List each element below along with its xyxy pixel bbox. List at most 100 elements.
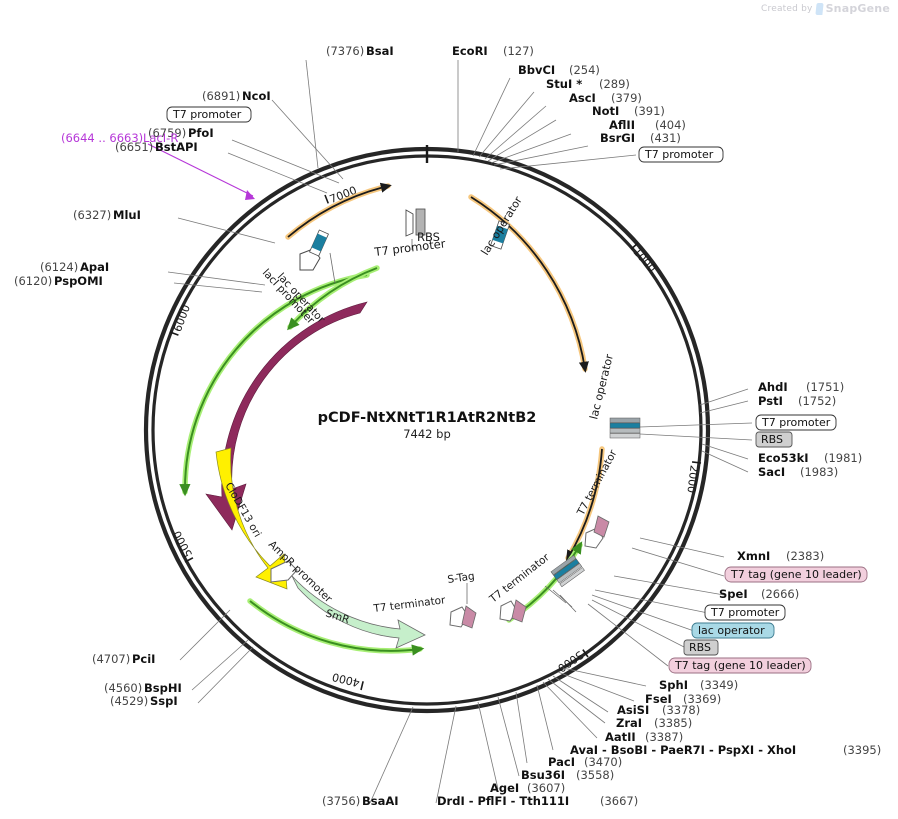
feature-t7-terminator-3: [584, 515, 610, 549]
enzyme-label-asci[interactable]: AscI (379): [569, 91, 642, 105]
svg-text:FseI: FseI: [645, 692, 672, 706]
feature-pill-rbs-lower-right[interactable]: RBS: [683, 639, 719, 656]
feature-operator-group-bottom: [550, 554, 585, 588]
leader-lines-top: [457, 60, 637, 170]
svg-text:T7 tag (gene 10 leader): T7 tag (gene 10 leader): [674, 659, 806, 672]
feature-label-t7-terminator-left: T7 terminator: [372, 594, 447, 615]
feature-pill-lac-operator-lower-right[interactable]: lac operator: [691, 622, 775, 639]
svg-text:ApaI: ApaI: [80, 260, 109, 274]
svg-text:(3395): (3395): [843, 743, 881, 757]
svg-text:BsaAI: BsaAI: [362, 794, 399, 808]
enzyme-label-asisi[interactable]: AsiSI (3378): [617, 703, 700, 717]
svg-text:(1752): (1752): [798, 394, 836, 408]
feature-pill-t7-tag-upper[interactable]: T7 tag (gene 10 leader): [724, 566, 868, 583]
tick-label-1000: 1000: [630, 245, 658, 275]
enzyme-label-spei[interactable]: SpeI (2666): [719, 587, 799, 601]
svg-text:(254): (254): [569, 63, 600, 77]
annotation-arrow-laci-promoter: [287, 265, 380, 331]
laci-r-leader: [147, 143, 254, 197]
svg-text:(3349): (3349): [700, 678, 738, 692]
label-group-right: AhdI (1751) PstI (1752) Eco53kI (1981) S…: [758, 380, 862, 479]
svg-text:(7376): (7376): [326, 44, 364, 58]
svg-text:PciI: PciI: [132, 652, 155, 666]
enzyme-label-bsphi[interactable]: (4560) BspHI: [104, 681, 182, 695]
enzyme-label-drdi-group[interactable]: DrdI - PflFI - Tth111I (3667): [437, 794, 638, 808]
svg-text:BsaI: BsaI: [366, 44, 394, 58]
enzyme-label-zrai[interactable]: ZraI (3385): [616, 716, 692, 730]
enzyme-label-aflii[interactable]: AflII (404): [609, 118, 686, 132]
svg-text:Bsu36I: Bsu36I: [521, 768, 565, 782]
enzyme-label-fsei[interactable]: FseI (3369): [645, 692, 721, 706]
enzyme-label-sspi[interactable]: (4529) SspI: [110, 694, 178, 708]
feature-label-t7-terminator-mid: T7 terminator: [487, 551, 553, 606]
enzyme-label-agei[interactable]: AgeI (3607): [490, 781, 565, 795]
enzyme-label-ahdi[interactable]: AhdI (1751): [758, 380, 844, 394]
svg-text:(3558): (3558): [576, 768, 614, 782]
enzyme-label-saci[interactable]: SacI (1983): [758, 465, 838, 479]
enzyme-label-bstapi[interactable]: (6651) BstAPI: [115, 140, 198, 154]
svg-text:T7 promoter: T7 promoter: [172, 108, 242, 121]
feature-pill-t7-promoter-top-right[interactable]: T7 promoter: [638, 146, 724, 163]
enzyme-label-avai-group[interactable]: AvaI - BsoBI - PaeR7I - PspXI - XhoI (33…: [570, 743, 881, 757]
enzyme-label-ncoi[interactable]: (6891) NcoI: [202, 89, 271, 103]
feature-label-t7-promoter-center: T7 promoter: [373, 236, 447, 259]
snapgene-watermark: Created by SnapGene: [761, 2, 890, 15]
svg-text:SphI: SphI: [659, 678, 688, 692]
svg-text:(3667): (3667): [600, 794, 638, 808]
enzyme-label-ecori[interactable]: EcoRI (127): [452, 44, 534, 58]
enzyme-label-sphi[interactable]: SphI (3349): [659, 678, 738, 692]
svg-text:RBS: RBS: [761, 433, 783, 446]
svg-text:ZraI: ZraI: [616, 716, 642, 730]
feature-lac-operator-upper: [490, 220, 510, 250]
svg-text:AatII: AatII: [605, 730, 636, 744]
enzyme-label-bsai[interactable]: (7376) BsaI: [326, 44, 394, 58]
svg-text:PfoI: PfoI: [188, 126, 214, 140]
svg-text:AscI: AscI: [569, 91, 596, 105]
svg-text:(6124): (6124): [40, 260, 78, 274]
plasmid-length: 7442 bp: [403, 427, 451, 441]
feature-pill-t7-promoter-lower-right[interactable]: T7 promoter: [704, 604, 786, 621]
label-group-top: EcoRI (127) BbvCI (254) StuI * (289) Asc…: [452, 44, 686, 145]
enzyme-label-apai[interactable]: (6124) ApaI: [40, 260, 109, 274]
feature-pill-t7-tag-lower[interactable]: T7 tag (gene 10 leader): [668, 657, 812, 674]
svg-text:PspOMI: PspOMI: [54, 274, 103, 288]
svg-text:AhdI: AhdI: [758, 380, 788, 394]
enzyme-label-stui[interactable]: StuI * (289): [546, 77, 630, 91]
laci-r-label[interactable]: (6644 .. 6663) LacI-R: [61, 131, 178, 145]
enzyme-label-noti[interactable]: NotI (391): [592, 104, 665, 118]
leader-lines-right: [639, 388, 753, 473]
svg-text:(6327): (6327): [73, 208, 111, 222]
enzyme-label-eco53ki[interactable]: Eco53kI (1981): [758, 451, 862, 465]
svg-text:(431): (431): [650, 131, 681, 145]
enzyme-label-bsaai[interactable]: (3756) BsaAI: [322, 794, 399, 808]
svg-text:AflII: AflII: [609, 118, 635, 132]
feature-ampr-promoter: [270, 560, 298, 583]
enzyme-label-bsu36i[interactable]: Bsu36I (3558): [521, 768, 614, 782]
feature-pill-rbs-right[interactable]: RBS: [755, 431, 793, 448]
enzyme-label-aatii[interactable]: AatII (3387): [605, 730, 683, 744]
svg-text:RBS: RBS: [689, 641, 711, 654]
enzyme-label-psti[interactable]: PstI (1752): [758, 394, 836, 408]
svg-text:AvaI - BsoBI - PaeR7I - PspXI: AvaI - BsoBI - PaeR7I - PspXI - XhoI: [570, 743, 796, 757]
enzyme-label-pcii[interactable]: (4707) PciI: [92, 652, 155, 666]
svg-text:StuI *: StuI *: [546, 77, 582, 91]
enzyme-label-mlui[interactable]: (6327) MluI: [73, 208, 141, 222]
leader-lines-lower-right: [587, 537, 725, 667]
enzyme-label-paci[interactable]: PacI (3470): [548, 755, 622, 769]
enzyme-label-pspomi[interactable]: (6120) PspOMI: [14, 274, 103, 288]
annotation-arrow-laci: [179, 272, 370, 497]
svg-text:(3369): (3369): [683, 692, 721, 706]
feature-pill-t7-promoter-top-left[interactable]: T7 promoter: [166, 106, 252, 123]
svg-text:(1751): (1751): [806, 380, 844, 394]
enzyme-label-pfoi[interactable]: (6759) PfoI: [148, 126, 214, 140]
svg-text:DrdI - PflFI - Tth111I: DrdI - PflFI - Tth111I: [437, 794, 569, 808]
leader-lines-top-left: [167, 59, 344, 293]
laci-operator-tick: [329, 252, 336, 284]
feature-pill-t7-promoter-right[interactable]: T7 promoter: [755, 414, 837, 431]
enzyme-label-bsrgi[interactable]: BsrGI (431): [600, 131, 681, 145]
enzyme-label-xmni[interactable]: XmnI (2383): [737, 549, 824, 563]
svg-text:Eco53kI: Eco53kI: [758, 451, 809, 465]
enzyme-label-bbvci[interactable]: BbvCI (254): [518, 63, 600, 77]
snapgene-logo-icon: [814, 2, 824, 15]
